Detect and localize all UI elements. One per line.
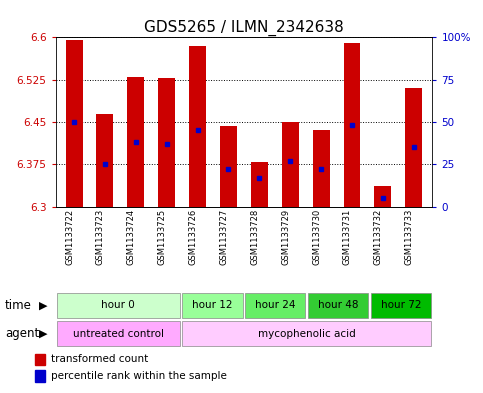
Bar bbox=[371, 293, 431, 318]
Text: GSM1133728: GSM1133728 bbox=[250, 208, 259, 264]
Bar bbox=[282, 122, 298, 207]
Text: GSM1133723: GSM1133723 bbox=[96, 208, 105, 264]
Bar bbox=[35, 370, 45, 382]
Text: ▶: ▶ bbox=[39, 329, 48, 339]
Bar bbox=[57, 321, 180, 346]
Bar bbox=[66, 40, 83, 207]
Text: hour 72: hour 72 bbox=[381, 300, 421, 310]
Text: agent: agent bbox=[5, 327, 39, 340]
Text: GSM1133727: GSM1133727 bbox=[219, 208, 228, 264]
Bar bbox=[251, 162, 268, 207]
Bar bbox=[128, 77, 144, 207]
Bar bbox=[35, 354, 45, 365]
Text: hour 24: hour 24 bbox=[255, 300, 296, 310]
Bar bbox=[343, 43, 360, 207]
Bar bbox=[245, 293, 305, 318]
Text: hour 48: hour 48 bbox=[318, 300, 358, 310]
Text: untreated control: untreated control bbox=[73, 329, 164, 339]
Text: GSM1133730: GSM1133730 bbox=[312, 208, 321, 264]
Bar bbox=[405, 88, 422, 207]
Text: hour 0: hour 0 bbox=[101, 300, 135, 310]
Text: GSM1133724: GSM1133724 bbox=[127, 208, 136, 264]
Bar bbox=[97, 114, 114, 207]
Text: transformed count: transformed count bbox=[52, 354, 149, 364]
Bar bbox=[308, 293, 368, 318]
Text: percentile rank within the sample: percentile rank within the sample bbox=[52, 371, 227, 381]
Text: GSM1133726: GSM1133726 bbox=[188, 208, 198, 264]
Bar bbox=[183, 293, 242, 318]
Text: GSM1133722: GSM1133722 bbox=[65, 208, 74, 264]
Bar bbox=[183, 321, 431, 346]
Text: mycophenolic acid: mycophenolic acid bbox=[258, 329, 355, 339]
Text: GSM1133725: GSM1133725 bbox=[158, 208, 167, 264]
Title: GDS5265 / ILMN_2342638: GDS5265 / ILMN_2342638 bbox=[144, 20, 344, 36]
Bar bbox=[220, 126, 237, 207]
Bar bbox=[57, 293, 180, 318]
Bar bbox=[158, 78, 175, 207]
Text: GSM1133733: GSM1133733 bbox=[405, 208, 414, 265]
Text: GSM1133729: GSM1133729 bbox=[281, 208, 290, 264]
Bar bbox=[189, 46, 206, 207]
Text: GSM1133731: GSM1133731 bbox=[343, 208, 352, 264]
Bar bbox=[313, 130, 329, 207]
Text: GSM1133732: GSM1133732 bbox=[374, 208, 383, 264]
Text: time: time bbox=[5, 299, 32, 312]
Bar bbox=[374, 186, 391, 207]
Text: ▶: ▶ bbox=[39, 300, 48, 310]
Text: hour 12: hour 12 bbox=[192, 300, 233, 310]
